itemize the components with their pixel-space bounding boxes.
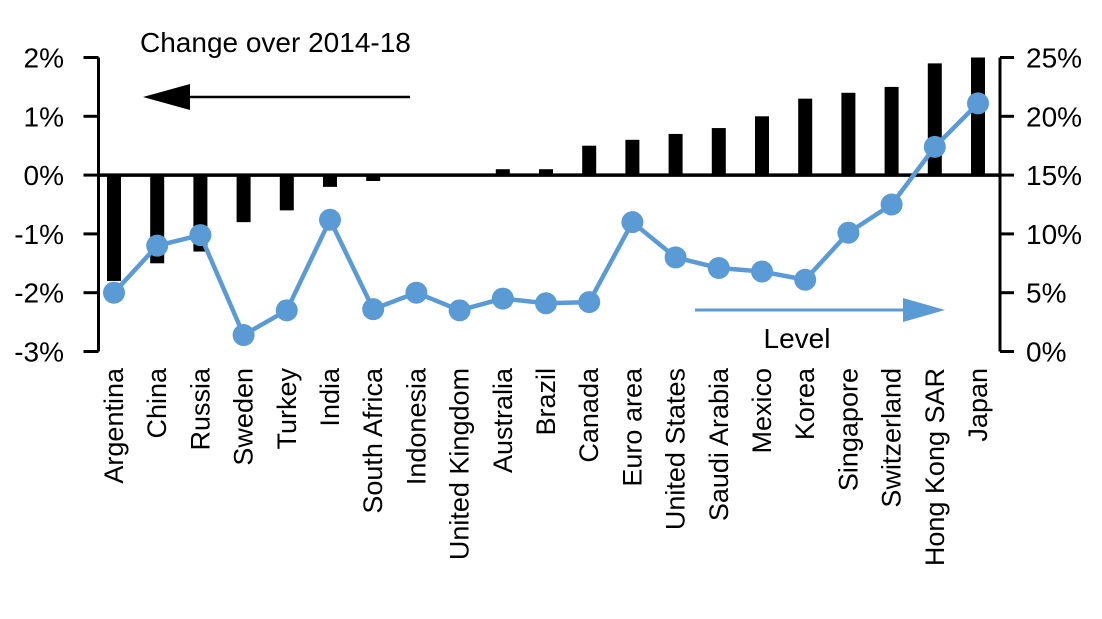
category-label-14: Saudi Arabia: [704, 367, 734, 521]
bar-20: [971, 57, 985, 176]
level-dot-8: [448, 299, 471, 322]
level-dot-20: [967, 92, 989, 115]
left-tick-label-1: 1%: [24, 101, 64, 132]
level-annotation-label: Level: [764, 323, 831, 354]
level-dot-13: [664, 246, 687, 269]
level-dot-17: [837, 221, 860, 244]
bar-6: [366, 175, 381, 181]
category-label-11: Canada: [574, 367, 604, 463]
category-label-1: China: [142, 367, 172, 439]
category-label-13: United States: [661, 368, 691, 530]
category-label-19: Hong Kong SAR: [920, 368, 950, 566]
category-label-20: Japan: [963, 368, 993, 442]
level-dot-0: [103, 281, 125, 304]
level-dot-1: [146, 234, 169, 257]
bar-15: [755, 116, 769, 176]
category-label-4: Turkey: [272, 368, 302, 450]
left-tick-label-5: -3%: [14, 337, 64, 368]
right-tick-label-1: 20%: [1026, 101, 1082, 132]
bar-3: [236, 175, 251, 223]
change-arrow-head: [143, 84, 190, 110]
category-label-16: Korea: [790, 367, 820, 440]
level-dot-14: [707, 257, 730, 280]
bar-12: [625, 139, 640, 176]
right-tick-label-3: 10%: [1026, 219, 1082, 250]
bar-10: [539, 169, 553, 176]
level-dot-7: [405, 281, 428, 304]
bar-18: [884, 86, 899, 176]
level-dot-18: [880, 193, 903, 216]
category-label-2: Russia: [185, 367, 215, 451]
category-label-3: Sweden: [229, 368, 259, 466]
right-tick-label-0: 25%: [1026, 43, 1082, 74]
category-label-10: Brazil: [531, 368, 561, 436]
left-tick-label-3: -1%: [14, 219, 64, 250]
bar-19: [927, 63, 942, 176]
category-label-12: Euro area: [617, 367, 647, 487]
category-label-8: United Kingdom: [445, 368, 475, 560]
left-tick-label-0: 2%: [24, 43, 64, 74]
bar-11: [582, 145, 597, 176]
change-annotation-label: Change over 2014-18: [140, 27, 411, 58]
level-dot-3: [232, 324, 255, 347]
right-tick-label-5: 0%: [1026, 337, 1066, 368]
category-label-15: Mexico: [747, 368, 777, 454]
category-label-6: South Africa: [358, 367, 388, 514]
level-dot-6: [362, 298, 385, 321]
level-dot-19: [923, 135, 946, 158]
left-tick-label-2: 0%: [24, 160, 64, 191]
right-tick-label-2: 15%: [1026, 160, 1082, 191]
bar-0: [107, 175, 121, 281]
category-label-18: Switzerland: [877, 368, 907, 508]
bar-5: [323, 175, 337, 187]
category-label-5: India: [315, 367, 345, 427]
level-dot-11: [578, 291, 601, 314]
left-tick-label-4: -2%: [14, 278, 64, 309]
bar-13: [668, 133, 683, 176]
level-dot-2: [189, 224, 212, 247]
bar-14: [711, 128, 726, 176]
right-tick-label-4: 5%: [1026, 278, 1066, 309]
level-dot-5: [319, 208, 341, 231]
level-dot-4: [275, 299, 298, 322]
bar-9: [495, 169, 510, 176]
level-dot-16: [794, 268, 817, 291]
level-arrow-head: [903, 298, 945, 322]
category-label-0: Argentina: [99, 367, 129, 484]
bar-17: [841, 92, 856, 176]
category-label-17: Singapore: [833, 368, 863, 491]
category-label-9: Australia: [488, 367, 518, 473]
category-label-7: Indonesia: [401, 367, 431, 485]
bar-16: [798, 98, 813, 176]
level-dot-9: [491, 287, 514, 310]
bar-4: [279, 175, 294, 211]
level-dot-15: [751, 260, 773, 283]
level-dot-12: [621, 211, 644, 234]
level-dot-10: [535, 292, 557, 315]
